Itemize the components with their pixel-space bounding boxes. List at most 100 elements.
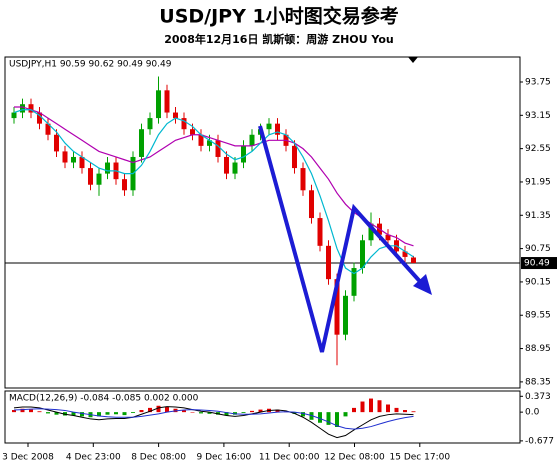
x-tick-label: 8 Dec 08:00 [131, 453, 186, 463]
shift-marker [408, 57, 418, 63]
x-tick-label: 11 Dec 00:00 [259, 453, 320, 463]
current-price-box [521, 257, 557, 270]
candle-body [360, 240, 365, 269]
macd-bar [71, 412, 76, 416]
macd-bar [199, 412, 203, 414]
candle-body [326, 245, 331, 280]
macd-bar [360, 401, 365, 413]
candle-body [300, 168, 306, 191]
macd-bar [122, 412, 127, 416]
macd-bar [20, 408, 25, 413]
candle-body [232, 162, 238, 174]
macd-bar [131, 412, 135, 413]
macd-bar [394, 407, 399, 413]
macd-bar [250, 410, 254, 413]
macd-bar [12, 410, 16, 413]
y-tick-label: 93.15 [525, 111, 551, 121]
macd-bar [165, 407, 169, 413]
candle-body [385, 234, 391, 241]
candle-body [28, 104, 34, 113]
macd-bar [29, 409, 33, 413]
x-tick-label: 9 Dec 16:00 [196, 453, 251, 463]
moving-average [14, 106, 414, 247]
macd-bar [411, 411, 416, 413]
y-tick-label: 90.15 [525, 277, 551, 287]
candle-body [215, 140, 221, 157]
current-price-label: 90.49 [524, 259, 550, 269]
candle-body [190, 129, 195, 135]
candle-body [317, 218, 323, 246]
macd-bar [139, 410, 144, 413]
candle-body [351, 268, 357, 296]
macd-bar [182, 410, 186, 413]
x-tick-label: 4 Dec 23:00 [66, 453, 121, 463]
macd-bar [301, 412, 305, 417]
candle-body [411, 257, 416, 264]
arrow-head [413, 274, 432, 295]
macd-bar [326, 412, 331, 425]
macd-bar [190, 412, 195, 413]
candle-body [37, 112, 42, 124]
y-tick-label: 0.0 [525, 408, 540, 418]
annotation-arrow [258, 125, 432, 353]
candle-body [224, 156, 229, 174]
candle-body [71, 156, 76, 163]
y-tick-label: 90.75 [525, 244, 551, 254]
candle-body [173, 112, 178, 119]
macd-bar [80, 412, 84, 417]
candle-body [198, 134, 204, 146]
page-title: USD/JPY 1小时图交易参考 [159, 5, 398, 28]
candle-body [45, 123, 51, 135]
macd-bar [156, 405, 161, 413]
macd-bar [335, 412, 339, 427]
candle-body [334, 279, 340, 335]
candle-body [20, 104, 25, 113]
moving-average [13, 109, 414, 275]
candle-body [207, 140, 212, 146]
macd-bar [224, 412, 229, 416]
candle-body [164, 90, 170, 113]
candle-body [309, 190, 314, 219]
x-tick-label: 15 Dec 17:00 [390, 453, 451, 463]
y-tick-label: 0.373 [525, 392, 551, 402]
candle-body [54, 134, 59, 152]
y-tick-label: -0.677 [525, 436, 554, 446]
candle-body [96, 173, 102, 185]
candle-body [368, 223, 374, 241]
candle-body [62, 151, 68, 163]
macd-bar [275, 409, 280, 413]
y-tick-label: 91.95 [525, 177, 551, 187]
price-header: USDJPY,H1 90.59 90.62 90.49 90.49 [9, 60, 172, 70]
macd-bar [386, 404, 390, 413]
candle-body [88, 168, 93, 185]
macd-bar [318, 412, 322, 423]
macd-frame [4, 390, 521, 444]
x-tick-label: 3 Dec 2008 [2, 453, 54, 463]
candle-body [266, 123, 272, 130]
candle-body [105, 162, 110, 174]
macd-bar [343, 412, 348, 417]
macd-bar [403, 410, 407, 413]
macd-bar [258, 409, 263, 413]
macd-bar [148, 407, 152, 413]
macd-bar [105, 412, 110, 415]
candle-body [343, 295, 348, 335]
macd-bar [114, 412, 118, 415]
macd-header: MACD(12,26,9) -0.084 -0.085 0.002 0.000 [9, 394, 199, 404]
macd-bar [241, 412, 246, 413]
candle-body [292, 145, 297, 169]
candle-body [275, 123, 280, 135]
y-tick-label: 88.35 [525, 377, 551, 387]
macd-line [13, 406, 414, 439]
macd-bar [369, 398, 373, 413]
y-tick-label: 88.95 [525, 344, 551, 354]
macd-bar [46, 412, 50, 414]
price-frame [4, 56, 521, 389]
macd-line [13, 408, 414, 430]
candle-body [11, 112, 17, 119]
x-tick-label: 12 Dec 08:00 [324, 453, 385, 463]
candle-body [181, 118, 187, 130]
plot: 93.75 93.15 92.55 91.95 91.35 90.75 90.15 89.55… [2, 76, 557, 463]
